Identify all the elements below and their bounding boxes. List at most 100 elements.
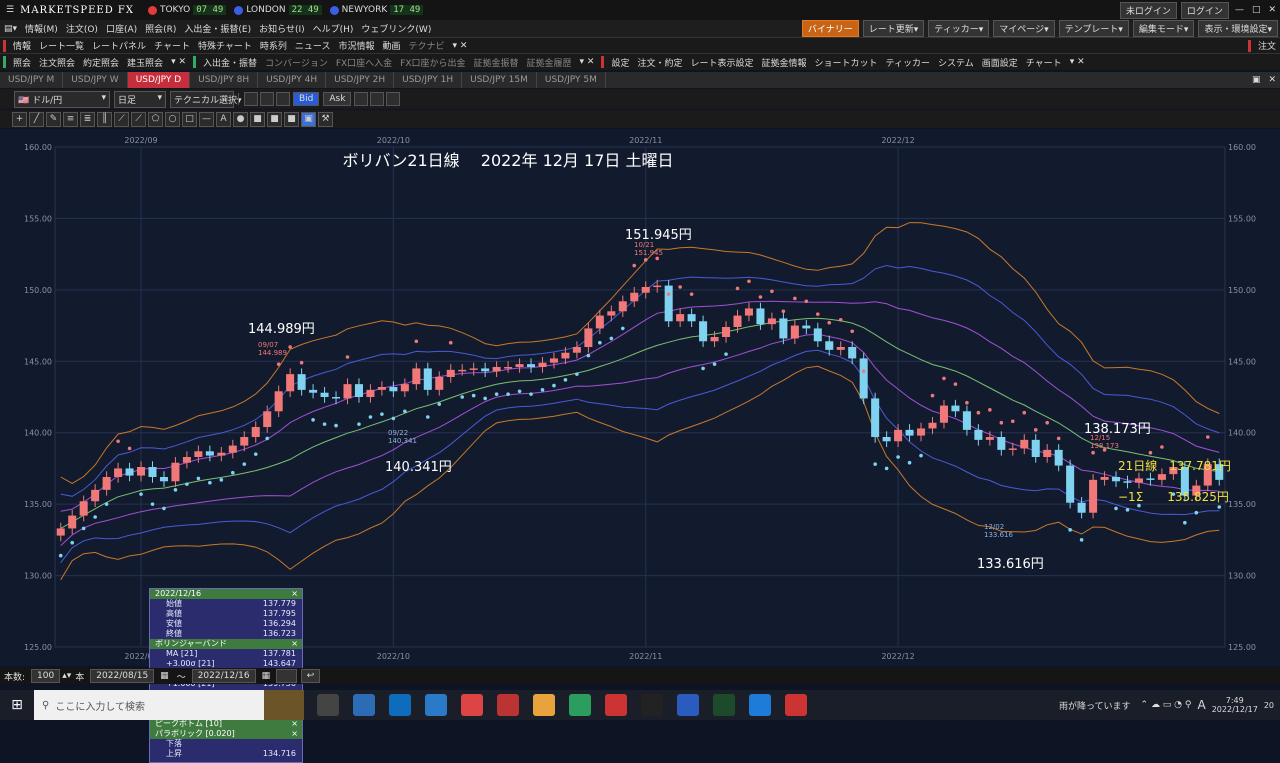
menu-item[interactable]: 注文(O)	[65, 25, 98, 35]
edge-icon[interactable]	[425, 694, 447, 716]
row4_right-item[interactable]: ショートカット	[814, 58, 878, 69]
app-icon[interactable]	[461, 694, 483, 716]
draw-tool-icon[interactable]: ■	[284, 111, 299, 127]
draw-tool-icon[interactable]: ■	[267, 111, 282, 127]
count-spinner[interactable]: ▴▾	[62, 671, 72, 681]
row4_mid-item[interactable]: 証拠金振替	[473, 58, 519, 69]
row4_mid-item[interactable]: 入出金・振替	[202, 58, 257, 69]
app-icon[interactable]	[497, 694, 519, 716]
calendar-to-icon[interactable]: ▦	[261, 671, 271, 681]
row4_right-item[interactable]: 設定	[611, 58, 630, 69]
menu-item[interactable]: ウェブリンク(W)	[361, 25, 432, 35]
app-icon[interactable]	[641, 694, 663, 716]
draw-tool-icon[interactable]: ▣	[301, 111, 316, 127]
row4_mid-item[interactable]: コンバージョン	[265, 58, 328, 69]
draw-tool-icon[interactable]: ✎	[46, 111, 61, 127]
chart-tab[interactable]: USD/JPY D	[127, 72, 191, 88]
chrome-icon[interactable]	[569, 694, 591, 716]
chart-tab[interactable]: USD/JPY 1H	[394, 72, 463, 88]
maximize-icon[interactable]: □	[1251, 5, 1261, 15]
chart-tab[interactable]: USD/JPY M	[0, 72, 64, 88]
menu-item[interactable]: 情報(M)	[25, 25, 58, 35]
draw-tool-icon[interactable]: ╱	[29, 111, 44, 127]
price-chart[interactable]: 160.00 160.00 155.00 155.00 150.00 150.00 145.…	[0, 129, 1280, 666]
chart-area[interactable]: 160.00 160.00 155.00 155.00 150.00 150.00 145.…	[0, 129, 1280, 763]
compare-icon[interactable]	[354, 92, 369, 106]
word-icon[interactable]	[677, 694, 699, 716]
row3-more-icon[interactable]: ▾ ✕	[452, 40, 468, 51]
menu-right-item[interactable]: ティッカー▾	[928, 20, 990, 37]
task-view-icon[interactable]	[317, 694, 339, 716]
row4_mid-item[interactable]: FX口座から出金	[400, 58, 466, 69]
pen-icon[interactable]	[244, 92, 258, 106]
info-menu-item[interactable]: 情報	[13, 42, 32, 52]
draw-tool-icon[interactable]: ║	[97, 111, 112, 127]
bb-close-icon[interactable]: ×	[291, 639, 298, 648]
ie-icon[interactable]	[749, 694, 771, 716]
draw-tool-icon[interactable]: ⟋	[114, 111, 129, 127]
reset-icon[interactable]: ↩	[300, 669, 321, 683]
tab-close-icon[interactable]: ✕	[1268, 75, 1276, 85]
row4_right-item[interactable]: 注文・約定	[637, 58, 683, 69]
ask-button[interactable]: Ask	[323, 92, 352, 106]
chart-tab[interactable]: USD/JPY 2H	[326, 72, 395, 88]
order-button[interactable]: 注文	[1257, 42, 1276, 52]
menu-item[interactable]: お知らせ(I)	[259, 25, 305, 35]
row4_left-item[interactable]: 照会	[13, 58, 32, 69]
indicator-select[interactable]: テクニカル選択▾	[170, 90, 242, 108]
chart-tab[interactable]: USD/JPY 15M	[462, 72, 537, 88]
info-menu-item[interactable]: レート一覧	[39, 42, 85, 52]
draw-tool-icon[interactable]: □	[182, 111, 197, 127]
tab-maximize-icon[interactable]: ▣	[1251, 75, 1261, 85]
menu-right-item[interactable]: マイページ▾	[993, 20, 1055, 37]
app-icon[interactable]	[605, 694, 627, 716]
menu-item[interactable]: ヘルプ(H)	[312, 25, 354, 35]
row4-right-more[interactable]: ▾ ✕	[1069, 57, 1085, 67]
row4_left-item[interactable]: 注文照会	[39, 58, 76, 69]
windows-start-icon[interactable]: ⊞	[11, 697, 23, 713]
menu-right-item[interactable]: テンプレート▾	[1058, 20, 1129, 37]
sar-close-icon[interactable]: ×	[291, 729, 298, 738]
pair-select[interactable]: 🇺🇸 ドル/円 ▾	[14, 90, 110, 108]
draw-tool-icon[interactable]: +	[12, 111, 27, 127]
date-to[interactable]: 2022/12/16	[191, 669, 256, 683]
calendar-from-icon[interactable]: ▦	[160, 671, 169, 681]
info-menu-item[interactable]: 市況情報	[338, 42, 375, 52]
interval-select[interactable]: 日足 ▾	[114, 90, 166, 108]
menu-item[interactable]: 口座(A)	[105, 25, 138, 35]
draw-tool-icon[interactable]: ○	[165, 111, 180, 127]
chart-tab[interactable]: USD/JPY W	[63, 72, 128, 88]
app-icon[interactable]	[713, 694, 735, 716]
row4-mid-more[interactable]: ▾ ✕	[579, 57, 595, 67]
draw-tool-icon[interactable]: A	[216, 111, 231, 127]
row4_mid-item[interactable]: 証拠金履歴	[526, 58, 572, 69]
zoom-in-icon[interactable]	[386, 92, 401, 106]
login-button[interactable]: ログイン	[1180, 1, 1229, 19]
draw-tool-icon[interactable]: ≡	[63, 111, 78, 127]
status-empty-button[interactable]	[276, 669, 297, 683]
menu-item[interactable]: 照会(R)	[145, 25, 177, 35]
draw-tool-icon[interactable]: ■	[250, 111, 265, 127]
info-menu-item[interactable]: チャート	[154, 42, 190, 52]
menu-right-item[interactable]: 表示・環境設定▾	[1198, 20, 1278, 37]
mail-icon[interactable]	[353, 694, 375, 716]
close-icon[interactable]: ✕	[1268, 5, 1276, 15]
info-menu-item[interactable]: 時系列	[259, 42, 287, 52]
draw-tool-icon[interactable]: ⬠	[148, 111, 163, 127]
row4_right-item[interactable]: システム	[938, 58, 974, 69]
row4_left-item[interactable]: 建玉照会	[127, 58, 164, 69]
notification-icon[interactable]: 20	[1264, 701, 1274, 710]
info-menu-item[interactable]: 動画	[382, 42, 401, 52]
chart-tab[interactable]: USD/JPY 8H	[190, 72, 259, 88]
explorer-icon[interactable]	[533, 694, 555, 716]
search-box[interactable]: ⚲ ここに入力して検索	[34, 690, 264, 720]
date-from[interactable]: 2022/08/15	[90, 669, 155, 683]
draw-tool-icon[interactable]: ●	[233, 111, 248, 127]
row4_right-item[interactable]: チャート	[1025, 58, 1062, 69]
outlook-icon[interactable]	[389, 694, 411, 716]
menu-icon[interactable]: ☰	[6, 5, 15, 15]
info-menu-item[interactable]: レートパネル	[92, 42, 147, 52]
tray-icons[interactable]: ⌃ ☁ ▭ ◔ ⚲	[1140, 700, 1192, 710]
chart-tab[interactable]: USD/JPY 5M	[537, 72, 606, 88]
menu-right-item[interactable]: レート更新▾	[862, 20, 925, 37]
